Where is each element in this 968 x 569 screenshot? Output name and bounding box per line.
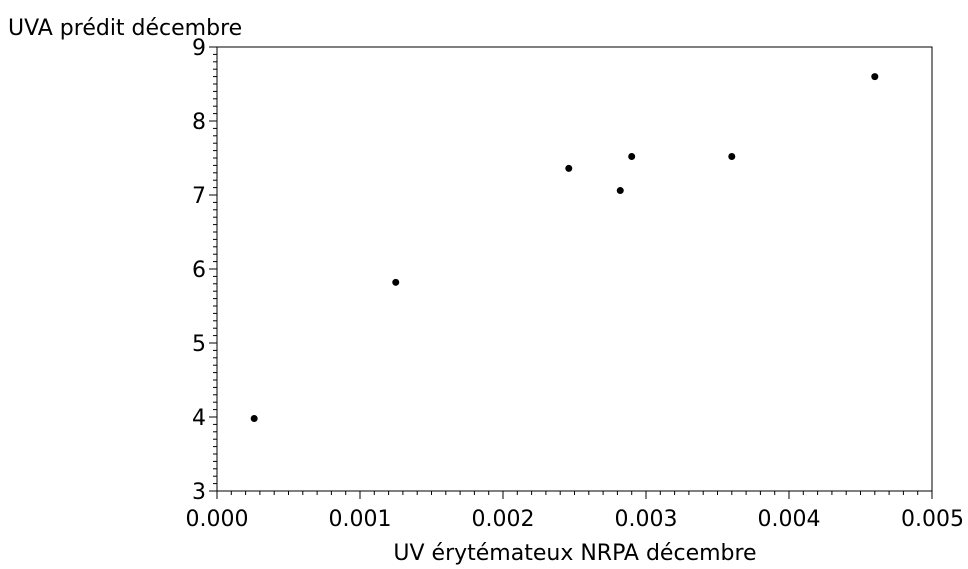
data-point — [628, 153, 636, 161]
y-tick-label: 5 — [192, 332, 206, 357]
data-point — [871, 73, 879, 81]
y-tick-label: 9 — [192, 36, 206, 61]
y-tick-label: 3 — [192, 480, 206, 505]
y-tick-label: 8 — [192, 110, 206, 135]
data-point — [728, 153, 736, 161]
x-tick-label: 0.002 — [472, 507, 535, 532]
y-axis-title: UVA prédit décembre — [8, 16, 242, 41]
data-point — [392, 278, 400, 286]
y-tick-label: 4 — [192, 406, 206, 431]
data-point — [250, 414, 258, 422]
x-tick-label: 0.000 — [186, 507, 249, 532]
y-axis: 3 4 5 6 7 8 9 — [192, 36, 217, 505]
y-tick-label: 6 — [192, 258, 206, 283]
x-tick-label: 0.001 — [329, 507, 392, 532]
x-tick-label: 0.004 — [758, 507, 821, 532]
data-points — [250, 73, 879, 422]
data-point — [616, 187, 624, 195]
y-tick-label: 7 — [192, 184, 206, 209]
data-point — [565, 164, 573, 172]
plot-frame — [216, 46, 933, 492]
x-tick-label: 0.005 — [901, 507, 964, 532]
x-tick-label: 0.003 — [615, 507, 678, 532]
x-axis-title: UV érytémateux NRPA décembre — [393, 541, 756, 566]
x-axis: 0.000 0.001 0.002 0.003 0.004 0.005 — [186, 491, 964, 532]
